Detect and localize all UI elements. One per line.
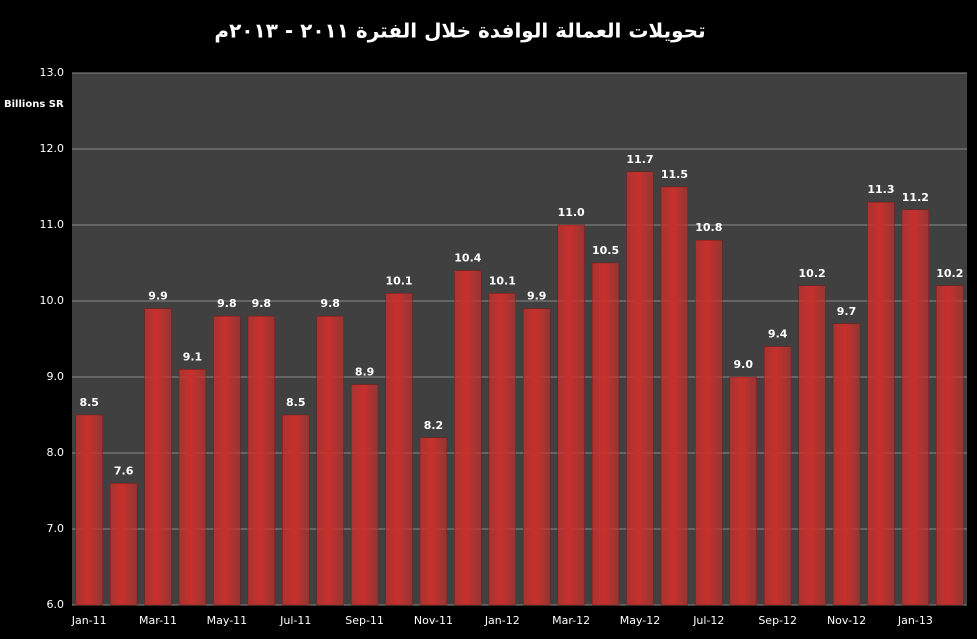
value-label: 8.5 bbox=[79, 396, 99, 409]
bar bbox=[75, 414, 103, 606]
x-tick-label: Jul-11 bbox=[279, 614, 311, 627]
bar bbox=[144, 308, 172, 606]
bar bbox=[385, 293, 413, 606]
bar bbox=[109, 483, 138, 606]
bar bbox=[454, 270, 482, 606]
bar bbox=[832, 323, 861, 606]
value-label: 11.3 bbox=[867, 183, 894, 196]
value-label: 10.2 bbox=[799, 267, 826, 280]
bar bbox=[213, 315, 241, 606]
value-label: 9.8 bbox=[217, 297, 237, 310]
value-label: 11.7 bbox=[626, 153, 653, 166]
bar bbox=[695, 239, 723, 606]
bar bbox=[419, 437, 448, 606]
value-label: 9.9 bbox=[148, 290, 168, 303]
x-tick-label: May-12 bbox=[620, 614, 661, 627]
y-tick-label: 6.0 bbox=[47, 598, 65, 611]
x-tick-label: Mar-11 bbox=[139, 614, 177, 627]
bar bbox=[488, 293, 516, 606]
x-tick-label: May-11 bbox=[207, 614, 248, 627]
bar bbox=[763, 346, 792, 606]
x-tick-label: Sep-12 bbox=[758, 614, 797, 627]
value-label: 11.0 bbox=[558, 206, 585, 219]
value-label: 11.2 bbox=[902, 191, 929, 204]
bar bbox=[557, 224, 585, 606]
bar bbox=[247, 315, 276, 606]
value-label: 9.9 bbox=[527, 290, 547, 303]
value-label: 10.8 bbox=[695, 221, 722, 234]
x-tick-label: Jul-12 bbox=[692, 614, 724, 627]
value-label: 8.2 bbox=[424, 419, 444, 432]
value-label: 10.2 bbox=[936, 267, 963, 280]
value-label: 9.7 bbox=[837, 305, 857, 318]
y-tick-label: 12.0 bbox=[40, 142, 65, 155]
bar bbox=[178, 369, 207, 606]
value-label: 10.1 bbox=[489, 274, 516, 287]
x-tick-label: Sep-11 bbox=[345, 614, 384, 627]
value-label: 9.0 bbox=[734, 358, 754, 371]
bar bbox=[350, 384, 379, 606]
x-tick-label: Jan-13 bbox=[897, 614, 933, 627]
bar bbox=[798, 285, 826, 606]
bar bbox=[660, 186, 689, 606]
y-tick-label: 9.0 bbox=[47, 370, 65, 383]
value-label: 10.4 bbox=[454, 252, 481, 265]
x-tick-label: Jan-12 bbox=[484, 614, 520, 627]
bar bbox=[591, 262, 620, 606]
bar bbox=[316, 315, 344, 606]
bar bbox=[523, 308, 551, 606]
y-tick-label: 10.0 bbox=[40, 294, 65, 307]
bar bbox=[901, 209, 930, 606]
bar bbox=[729, 376, 757, 606]
plot-area bbox=[72, 73, 967, 605]
value-label: 11.5 bbox=[661, 168, 688, 181]
value-label: 7.6 bbox=[114, 464, 134, 477]
y-tick-label: 11.0 bbox=[40, 218, 65, 231]
value-label: 9.8 bbox=[252, 297, 272, 310]
y-tick-label: 7.0 bbox=[47, 522, 65, 535]
x-tick-label: Mar-12 bbox=[552, 614, 590, 627]
bar bbox=[867, 201, 895, 606]
bar bbox=[626, 171, 654, 606]
value-label: 9.8 bbox=[320, 297, 340, 310]
x-tick-label: Jan-11 bbox=[71, 614, 107, 627]
x-tick-label: Nov-12 bbox=[827, 614, 866, 627]
value-label: 10.1 bbox=[385, 274, 412, 287]
value-label: 8.5 bbox=[286, 396, 306, 409]
bar bbox=[936, 285, 964, 606]
value-label: 8.9 bbox=[355, 366, 375, 379]
bar bbox=[282, 414, 310, 606]
chart-title: تحويلات العمالة الوافدة خلال الفترة ٢٠١١… bbox=[214, 19, 705, 43]
y-tick-label: 8.0 bbox=[47, 446, 65, 459]
value-label: 9.4 bbox=[768, 328, 788, 341]
value-label: 9.1 bbox=[183, 350, 203, 363]
x-tick-label: Nov-11 bbox=[414, 614, 453, 627]
y-axis-label: Billions SR bbox=[4, 99, 64, 110]
value-label: 10.5 bbox=[592, 244, 619, 257]
y-tick-label: 13.0 bbox=[40, 66, 65, 79]
